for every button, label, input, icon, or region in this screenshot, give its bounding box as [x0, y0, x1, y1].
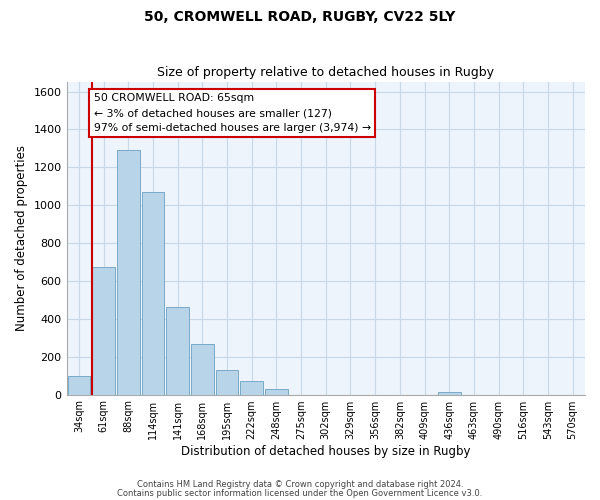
Bar	[215, 370, 238, 394]
Text: 50 CROMWELL ROAD: 65sqm
← 3% of detached houses are smaller (127)
97% of semi-de: 50 CROMWELL ROAD: 65sqm ← 3% of detached…	[94, 94, 371, 133]
Bar	[92, 266, 115, 394]
Bar	[68, 376, 90, 394]
X-axis label: Distribution of detached houses by size in Rugby: Distribution of detached houses by size …	[181, 444, 470, 458]
Bar	[191, 344, 214, 395]
Text: Contains HM Land Registry data © Crown copyright and database right 2024.: Contains HM Land Registry data © Crown c…	[137, 480, 463, 489]
Bar	[117, 150, 140, 394]
Y-axis label: Number of detached properties: Number of detached properties	[15, 146, 28, 332]
Bar	[142, 192, 164, 394]
Bar	[166, 306, 189, 394]
Title: Size of property relative to detached houses in Rugby: Size of property relative to detached ho…	[157, 66, 494, 80]
Bar	[265, 389, 288, 394]
Bar	[241, 381, 263, 394]
Text: Contains public sector information licensed under the Open Government Licence v3: Contains public sector information licen…	[118, 489, 482, 498]
Text: 50, CROMWELL ROAD, RUGBY, CV22 5LY: 50, CROMWELL ROAD, RUGBY, CV22 5LY	[145, 10, 455, 24]
Bar	[438, 392, 461, 394]
